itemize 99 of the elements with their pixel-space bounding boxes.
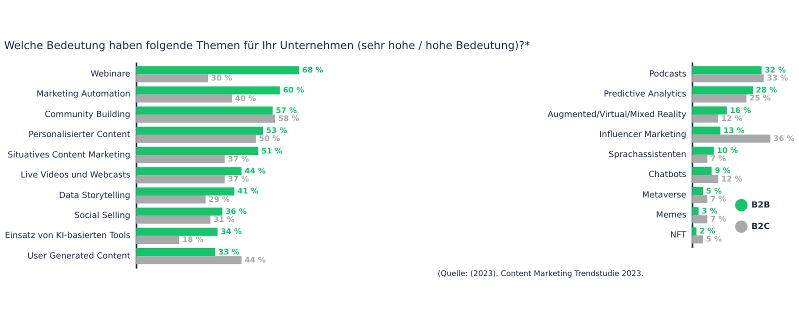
bar <box>692 94 746 102</box>
data-label: 13 % <box>723 126 745 135</box>
bar <box>136 208 222 216</box>
bar <box>136 134 256 143</box>
data-label: 18 % <box>182 235 204 244</box>
bar <box>692 74 764 82</box>
bar <box>136 228 218 236</box>
data-label: 12 % <box>721 174 743 184</box>
bar <box>136 114 276 123</box>
bar <box>136 66 300 74</box>
y-tick-label: Predictive Analytics <box>604 88 686 99</box>
y-tick-label: Metaverse <box>642 189 686 200</box>
bar <box>136 146 258 156</box>
data-label: 25 % <box>749 94 771 103</box>
bar <box>136 216 210 224</box>
bar <box>136 167 242 176</box>
y-tick-label: NFT <box>670 230 688 240</box>
data-label: 10 % <box>716 146 738 156</box>
bar <box>136 256 242 264</box>
data-label: 5 % <box>706 234 722 244</box>
bar <box>692 154 708 163</box>
data-label: 29 % <box>208 194 230 204</box>
bar <box>692 174 718 184</box>
bar <box>692 227 696 236</box>
y-tick-label: Augmented/Virtual/Mixed Reality <box>548 108 686 119</box>
data-label: 57 % <box>276 106 298 115</box>
data-label: 41 % <box>237 186 259 196</box>
data-label: 31 % <box>213 215 235 224</box>
y-tick-label: Einsatz von KI-basierten Tools <box>4 230 130 240</box>
y-tick-label: Marketing Automation <box>36 88 130 99</box>
data-label: 7 % <box>710 194 726 204</box>
legend-label: B2C <box>751 220 770 231</box>
y-tick-label: User Generated Content <box>27 250 132 260</box>
text: (Quelle: (2023). Content Marketing Trendstudie 2023. <box>438 268 644 278</box>
data-label: 34 % <box>220 227 242 236</box>
data-label: 53 % <box>266 126 288 136</box>
data-label: 3 % <box>702 206 718 216</box>
data-label: 44 % <box>244 166 266 176</box>
bar <box>136 175 225 184</box>
y-tick-label: Live Videos und Webcasts <box>20 170 130 180</box>
bar <box>136 86 280 94</box>
bar <box>692 146 714 155</box>
data-label: 16 % <box>730 106 752 115</box>
data-label: 37 % <box>228 174 250 184</box>
bar <box>136 74 208 82</box>
chart-title: Welche Bedeutung haben folgende Themen für Ihr Unternehmen (sehr hohe / hohe Bedeutung)?* <box>4 39 531 52</box>
data-label: 30 % <box>211 74 232 83</box>
y-tick-label: Sprachassistenten <box>608 149 686 160</box>
y-tick-label: Podcasts <box>649 68 686 78</box>
bar <box>692 207 699 216</box>
data-label: 51 % <box>261 146 283 156</box>
bar <box>692 195 708 204</box>
data-label: 40 % <box>235 94 256 103</box>
bar <box>692 187 703 196</box>
data-label: 7 % <box>710 154 726 164</box>
legend-label: B2B <box>751 199 770 210</box>
bar <box>692 114 718 123</box>
data-label: 37 % <box>228 154 250 164</box>
y-tick-label: Webinare <box>90 68 130 79</box>
data-label: 12 % <box>721 114 743 123</box>
data-label: 50 % <box>258 134 280 144</box>
y-tick-label: Personalisierter Content <box>28 129 132 140</box>
y-tick-label: Memes <box>656 210 686 220</box>
data-label: 7 % <box>710 214 726 224</box>
data-label: 9 % <box>714 166 731 176</box>
data-label: 33 % <box>218 247 240 256</box>
bar <box>136 106 273 115</box>
y-tick-label: Community Building <box>44 108 130 119</box>
bar <box>692 126 720 135</box>
data-label: 36 % <box>225 206 247 216</box>
bar <box>136 126 264 135</box>
data-label: 58 % <box>278 114 300 123</box>
data-label: 36 % <box>773 134 795 143</box>
data-label: 5 % <box>706 186 722 196</box>
bar <box>136 248 216 256</box>
bar <box>136 94 232 103</box>
bar <box>692 134 770 143</box>
data-label: 28 % <box>756 86 778 95</box>
bar <box>692 106 727 115</box>
bar <box>692 66 762 74</box>
data-label: 2 % <box>700 226 716 236</box>
y-tick-label: Chatbots <box>648 169 686 180</box>
bar <box>136 187 234 196</box>
bar <box>136 155 225 164</box>
y-tick-label: Social Selling <box>74 210 130 220</box>
bar <box>136 236 180 244</box>
bar <box>692 235 703 244</box>
y-tick-label: Influencer Marketing <box>599 128 686 139</box>
data-label: 33 % <box>766 74 788 83</box>
bar <box>692 86 753 94</box>
data-label: 68 % <box>302 65 324 74</box>
y-tick-label: Situatives Content Marketing <box>8 149 130 160</box>
bar <box>692 166 712 175</box>
bar <box>136 195 206 204</box>
bar <box>692 215 708 224</box>
data-label: 44 % <box>244 255 266 264</box>
data-label: 60 % <box>282 86 304 95</box>
data-label: 32 % <box>764 65 786 74</box>
y-tick-label: Data Storytelling <box>58 190 130 200</box>
